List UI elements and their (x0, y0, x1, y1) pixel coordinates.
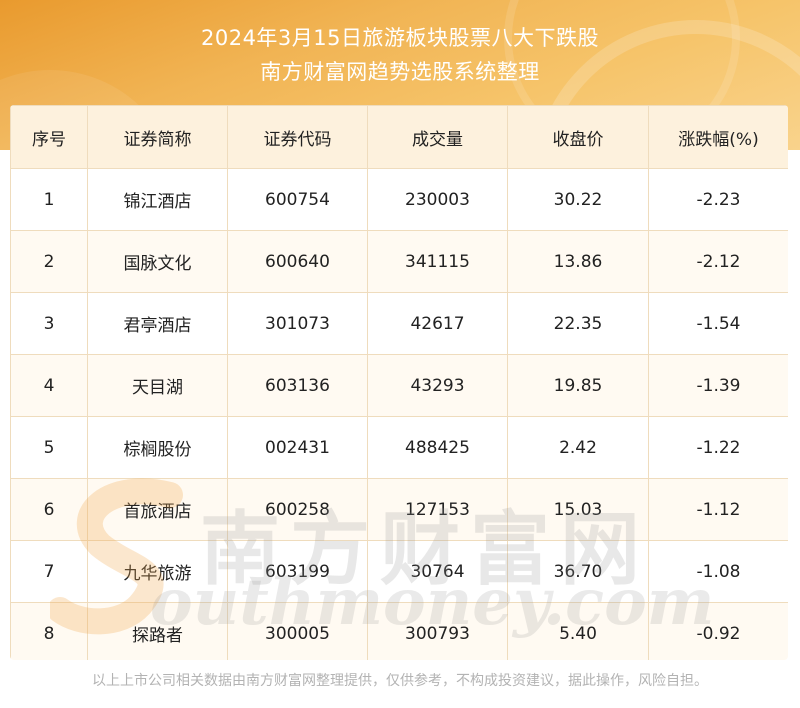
cell-code: 600640 (227, 230, 368, 293)
cell-name: 天目湖 (87, 354, 228, 417)
cell-index: 6 (10, 478, 88, 541)
cell-close: 36.70 (507, 540, 649, 603)
cell-change: -1.08 (648, 540, 788, 603)
cell-close: 2.42 (507, 416, 649, 479)
cell-change: -2.12 (648, 230, 788, 293)
column-header-code: 证券代码 (227, 105, 368, 169)
cell-volume: 230003 (367, 168, 508, 231)
cell-code: 301073 (227, 292, 368, 355)
column-header-close: 收盘价 (507, 105, 649, 169)
stock-table: 序号 证券简称 证券代码 成交量 收盘价 涨跌幅(%) 1 锦江酒店 60075… (10, 105, 788, 660)
cell-name: 探路者 (87, 602, 228, 660)
cell-index: 2 (10, 230, 88, 293)
cell-change: -1.22 (648, 416, 788, 479)
cell-close: 13.86 (507, 230, 649, 293)
table-panel: 序号 证券简称 证券代码 成交量 收盘价 涨跌幅(%) 1 锦江酒店 60075… (10, 105, 788, 660)
cell-name: 九华旅游 (87, 540, 228, 603)
page-subtitle: 南方财富网趋势选股系统整理 (260, 60, 540, 84)
cell-index: 8 (10, 602, 88, 660)
table-row: 8 探路者 300005 300793 5.40 -0.92 (10, 602, 788, 660)
cell-volume: 30764 (367, 540, 508, 603)
cell-index: 7 (10, 540, 88, 603)
page-title: 2024年3月15日旅游板块股票八大下跌股 (200, 26, 600, 50)
cell-close: 30.22 (507, 168, 649, 231)
cell-name: 首旅酒店 (87, 478, 228, 541)
cell-volume: 42617 (367, 292, 508, 355)
cell-change: -1.39 (648, 354, 788, 417)
cell-code: 600258 (227, 478, 368, 541)
table-row: 3 君亭酒店 301073 42617 22.35 -1.54 (10, 292, 788, 355)
column-header-index: 序号 (10, 105, 88, 169)
cell-volume: 127153 (367, 478, 508, 541)
cell-index: 4 (10, 354, 88, 417)
cell-volume: 488425 (367, 416, 508, 479)
cell-volume: 341115 (367, 230, 508, 293)
disclaimer-footer: 以上上市公司相关数据由南方财富网整理提供，仅供参考，不构成投资建议，据此操作，风… (92, 673, 708, 689)
cell-index: 1 (10, 168, 88, 231)
cell-code: 603136 (227, 354, 368, 417)
cell-change: -2.23 (648, 168, 788, 231)
cell-code: 002431 (227, 416, 368, 479)
cell-change: -0.92 (648, 602, 788, 660)
cell-change: -1.54 (648, 292, 788, 355)
table-row: 7 九华旅游 603199 30764 36.70 -1.08 (10, 540, 788, 603)
cell-index: 5 (10, 416, 88, 479)
column-header-change: 涨跌幅(%) (648, 105, 788, 169)
cell-close: 19.85 (507, 354, 649, 417)
cell-volume: 43293 (367, 354, 508, 417)
cell-name: 君亭酒店 (87, 292, 228, 355)
cell-volume: 300793 (367, 602, 508, 660)
table-row: 2 国脉文化 600640 341115 13.86 -2.12 (10, 230, 788, 293)
cell-code: 300005 (227, 602, 368, 660)
cell-code: 600754 (227, 168, 368, 231)
cell-name: 锦江酒店 (87, 168, 228, 231)
cell-close: 5.40 (507, 602, 649, 660)
cell-name: 国脉文化 (87, 230, 228, 293)
cell-name: 棕榈股份 (87, 416, 228, 479)
cell-index: 3 (10, 292, 88, 355)
column-header-volume: 成交量 (367, 105, 508, 169)
column-header-name: 证券简称 (87, 105, 228, 169)
table-row: 5 棕榈股份 002431 488425 2.42 -1.22 (10, 416, 788, 479)
cell-close: 22.35 (507, 292, 649, 355)
table-row: 6 首旅酒店 600258 127153 15.03 -1.12 (10, 478, 788, 541)
table-row: 1 锦江酒店 600754 230003 30.22 -2.23 (10, 168, 788, 231)
table-row: 4 天目湖 603136 43293 19.85 -1.39 (10, 354, 788, 417)
cell-change: -1.12 (648, 478, 788, 541)
cell-code: 603199 (227, 540, 368, 603)
table-header-row: 序号 证券简称 证券代码 成交量 收盘价 涨跌幅(%) (10, 105, 788, 169)
cell-close: 15.03 (507, 478, 649, 541)
